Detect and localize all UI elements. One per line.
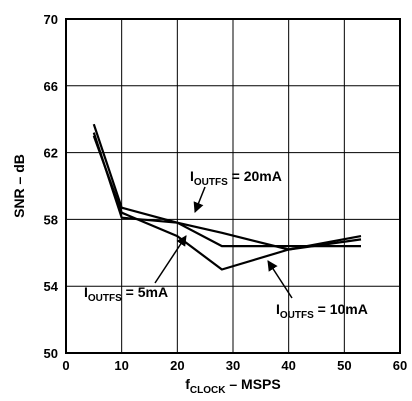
label-10ma-main: I <box>276 301 280 317</box>
x-axis-title-sub: CLOCK <box>190 385 226 396</box>
x-tick-label: 40 <box>281 358 295 373</box>
label-10ma-sub: OUTFS <box>280 310 314 321</box>
label-20ma-sub: OUTFS <box>194 177 228 188</box>
y-tick-label: 58 <box>44 212 58 227</box>
y-tick-label: 70 <box>44 12 58 27</box>
series-line-10ma <box>92 135 362 271</box>
y-tick-label: 54 <box>44 279 59 294</box>
label-5ma-main: I <box>84 284 88 300</box>
y-tick-label: 66 <box>44 79 58 94</box>
x-tick-label: 0 <box>62 358 69 373</box>
y-tick-label: 62 <box>44 146 58 161</box>
x-tick-label: 50 <box>337 358 351 373</box>
label-10ma: IOUTFS = 10mA <box>276 301 368 321</box>
arrow-10ma <box>267 260 293 299</box>
x-tick-label: 10 <box>114 358 128 373</box>
y-axis-title: SNR – dB <box>11 154 27 218</box>
x-tick-label: 20 <box>170 358 184 373</box>
label-5ma: IOUTFS = 5mA <box>84 284 168 304</box>
label-20ma: IOUTFS = 20mA <box>190 168 282 188</box>
label-20ma-rest: = 20mA <box>228 168 282 184</box>
label-10ma-rest: = 10mA <box>314 301 368 317</box>
tick-labels: 0 10 20 30 40 50 60 50 54 58 62 66 70 <box>44 12 408 373</box>
y-tick-label: 50 <box>44 346 58 361</box>
label-5ma-sub: OUTFS <box>88 293 122 304</box>
x-axis-title-rest: – MSPS <box>225 376 280 392</box>
label-20ma-main: I <box>190 168 194 184</box>
x-tick-label: 60 <box>393 358 407 373</box>
x-tick-label: 30 <box>226 358 240 373</box>
series-lines <box>92 123 362 271</box>
plot-frame <box>65 18 401 354</box>
arrow-5ma <box>154 235 187 284</box>
x-axis-title-main: f <box>185 376 190 392</box>
annotations <box>154 186 293 299</box>
arrow-20ma <box>193 186 206 213</box>
label-5ma-rest: = 5mA <box>122 284 168 300</box>
x-axis-title: fCLOCK – MSPS <box>185 376 280 396</box>
series-line-5ma <box>92 132 361 248</box>
